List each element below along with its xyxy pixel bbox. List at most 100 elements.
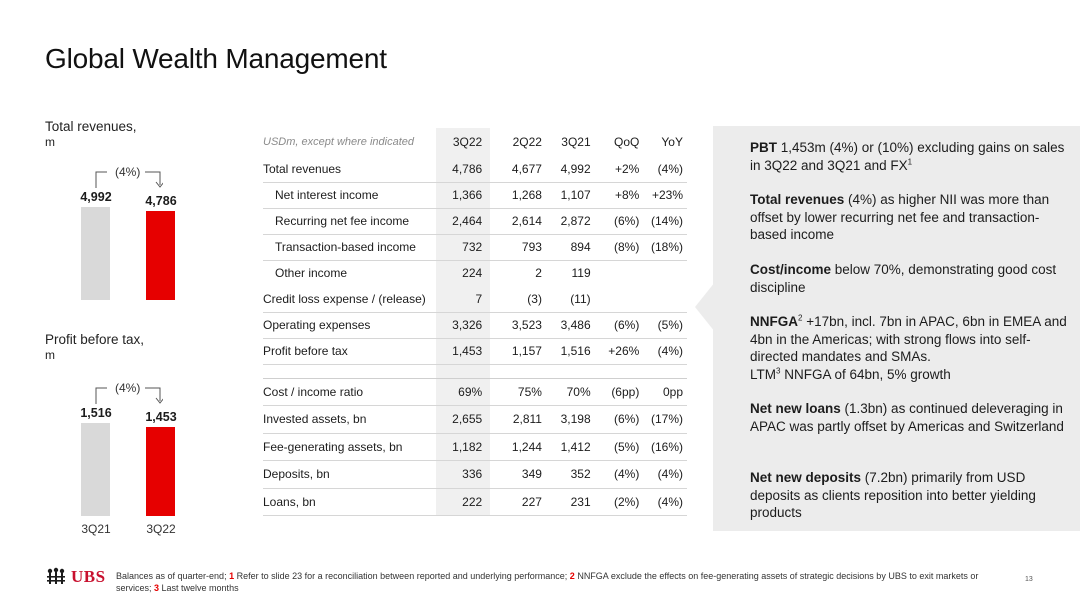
table-cell: 70% [543, 378, 593, 406]
ubs-logo: UBS [45, 567, 106, 587]
footnote-text: NNFGA exclude the effects on fee-generat… [116, 571, 979, 593]
table-cell: 2,872 [543, 208, 593, 235]
table-cell: 4,677 [490, 156, 544, 183]
revenues-change-bracket [95, 171, 163, 188]
footnote-text: Refer to slide 23 for a reconciliation b… [234, 571, 570, 581]
table-cell: 75% [490, 378, 544, 406]
table-cell: 1,516 [543, 338, 593, 365]
table-cell: 1,268 [490, 182, 544, 209]
col-header: YoY [661, 135, 683, 149]
nnfga-text: +17bn, incl. 7bn in APAC, 6bn in EMEA an… [750, 314, 1067, 364]
revenues-change-label: (4%) [115, 165, 141, 179]
col-header: 2Q22 [512, 135, 542, 149]
table-row: Invested assets, bn 2,655 2,811 3,198 (6%) (1… [263, 405, 687, 434]
table-row: Fee-generating assets, bn 1,182 1,244 1,412… [263, 433, 687, 461]
row-label: Invested assets, bn [263, 405, 437, 434]
table-cell: (6%) [592, 405, 642, 434]
pbt-bar [146, 427, 175, 516]
table-cell: 1,107 [543, 182, 593, 209]
table-cell [592, 286, 642, 313]
table-row: Profit before tax 1,453 1,157 1,516 +26% (4%) [263, 338, 687, 365]
table-cell: +8% [592, 182, 642, 209]
table-cell: 2,464 [436, 208, 491, 235]
loans-text: (1.3bn) as continued deleveraging in APA… [750, 401, 1064, 434]
footnote-ref: 1 [907, 157, 913, 166]
table-row: Recurring net fee income 2,464 2,614 2,872(… [263, 208, 687, 235]
cost-bold: Cost/income [750, 262, 832, 277]
table-cell: 2,811 [490, 405, 544, 434]
financials-table: USDm, except where indicated 3Q22 2Q22 3… [263, 128, 687, 516]
spacer-cell [490, 364, 544, 379]
revenues-text: (4%) as higher NII was more than offset … [750, 192, 1050, 242]
table-cell: 2,614 [490, 208, 544, 235]
revenues-chart-label: Total revenues, [45, 119, 137, 134]
table-cell: (4%) [641, 488, 687, 516]
pbt-bar [81, 423, 110, 516]
table-cell: (4%) [641, 338, 687, 365]
keys-icon [47, 567, 65, 584]
table-cell: 1,366 [436, 182, 491, 209]
table-cell: 2 [535, 266, 542, 281]
table-cell: 349 [490, 460, 544, 489]
deposits-commentary: Net new deposits (7.2bn) primarily from … [750, 469, 1068, 522]
table-cell: 231 [543, 488, 593, 516]
table-cell: (3) [490, 286, 544, 313]
table-cell: 3,326 [436, 312, 491, 339]
footnote-ref: 3 [776, 366, 781, 375]
loans-bold: Net new loans [750, 401, 841, 416]
table-cell: 7 [436, 286, 491, 313]
ltm-label: LTM [750, 366, 776, 382]
col-header: QoQ [613, 135, 640, 149]
x-axis-label: 3Q21 [81, 522, 111, 536]
row-label: Deposits, bn [263, 460, 437, 489]
table-cell: +26% [592, 338, 642, 365]
row-label: Operating expenses [263, 312, 437, 339]
nnfga-bold: NNFGA [750, 314, 798, 329]
table-row: Cost / income ratio 69% 75% 70% (6pp) 0pp [263, 378, 687, 406]
table-cell: 3,523 [490, 312, 544, 339]
commentary-panel [713, 126, 1080, 531]
table-cell: 4,992 [543, 156, 593, 183]
page-title: Global Wealth Management [45, 43, 387, 74]
table-cell: (6%) [592, 208, 642, 235]
table-cell: 894 [543, 234, 593, 261]
table-cell: +2% [592, 156, 642, 183]
revenues-bar [81, 207, 110, 300]
table-spacer-row [263, 364, 687, 379]
pbt-chart-unit: m [45, 348, 55, 362]
table-cell: (14%) [641, 208, 687, 235]
revenues-bar [146, 211, 175, 300]
footnote-number: 1 [229, 571, 235, 581]
panel-pointer [695, 282, 715, 332]
table-cell: (4%) [641, 156, 687, 183]
revenues-bold: Total revenues [750, 192, 845, 207]
cost-commentary: Cost/income below 70%, demonstrating goo… [750, 261, 1068, 296]
ltm-text: NNFGA of 64bn, 5% growth [780, 366, 951, 382]
revenues-value-label: 4,992 [80, 190, 112, 204]
table-cell: (4%) [641, 460, 687, 489]
footnote-text: Last twelve months [159, 583, 239, 593]
table-cell: (6%) [592, 312, 642, 339]
footnote-number: 2 [569, 571, 575, 581]
table-cell: (8%) [592, 234, 642, 261]
table-cell [641, 286, 687, 313]
spacer-cell [543, 364, 593, 379]
table-cell: 4,786 [436, 156, 491, 183]
table-cell: 732 [436, 234, 491, 261]
table-cell: 336 [436, 460, 491, 489]
col-header: 3Q21 [561, 135, 591, 149]
pbt-change-label: (4%) [115, 381, 141, 395]
table-cell: 1,244 [490, 433, 544, 461]
row-label: Profit before tax [263, 338, 437, 365]
row-label: Cost / income ratio [263, 378, 437, 406]
pbt-text: 1,453m (4%) or (10%) excluding gains on … [750, 140, 1065, 173]
table-row: Deposits, bn 336 349 352 (4%) (4%) [263, 460, 687, 489]
table-cell: (17%) [641, 405, 687, 434]
table-row: Loans, bn 222 227 231 (2%) (4%) [263, 488, 687, 516]
table-units-note: USDm, except where indicated [263, 136, 415, 148]
spacer-cell [592, 364, 642, 379]
row-label: Fee-generating assets, bn [263, 433, 437, 461]
cost-text: below 70%, demonstrating good cost disci… [750, 262, 1057, 295]
table-cell: 119 [571, 266, 591, 281]
x-axis-label: 3Q22 [146, 522, 176, 536]
